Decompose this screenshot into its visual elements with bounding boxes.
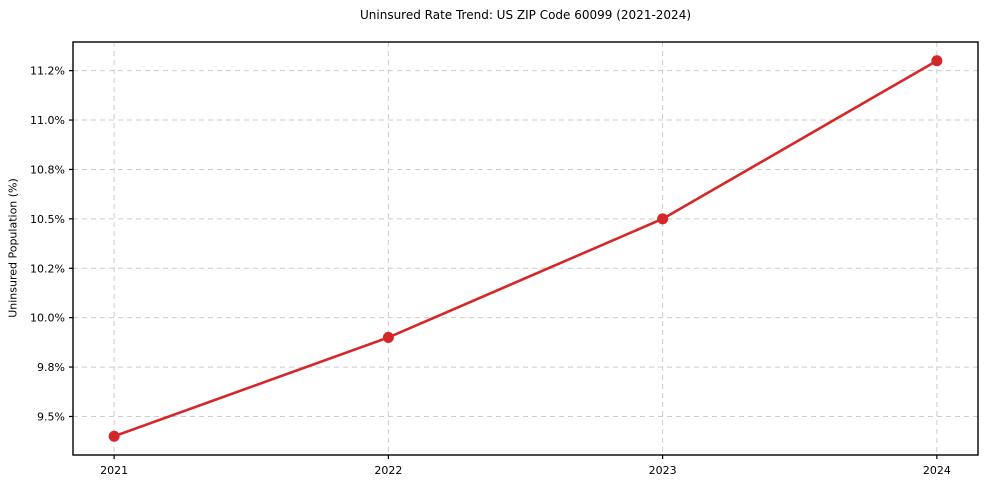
y-tick-label: 10.0%: [30, 312, 65, 325]
x-tick-label: 2024: [923, 464, 951, 477]
y-tick-label: 11.2%: [30, 65, 65, 78]
data-point-marker: [657, 213, 669, 225]
y-tick-label: 10.8%: [30, 163, 65, 176]
y-tick-label: 9.8%: [37, 361, 65, 374]
axes-spines: [72, 41, 979, 456]
y-tick-label: 10.2%: [30, 262, 65, 275]
y-tick-label: 9.5%: [37, 410, 65, 423]
x-tick-label: 2022: [374, 464, 402, 477]
chart-title: Uninsured Rate Trend: US ZIP Code 60099 …: [359, 8, 692, 22]
y-tick-label: 10.5%: [30, 213, 65, 226]
data-point-marker: [931, 55, 943, 67]
x-tick-label: 2021: [100, 464, 128, 477]
data-point-marker: [382, 331, 394, 343]
y-tick-label: 11.0%: [30, 114, 65, 127]
data-line: [112, 59, 939, 438]
x-tick-label: 2023: [649, 464, 677, 477]
data-point-marker: [108, 430, 120, 442]
